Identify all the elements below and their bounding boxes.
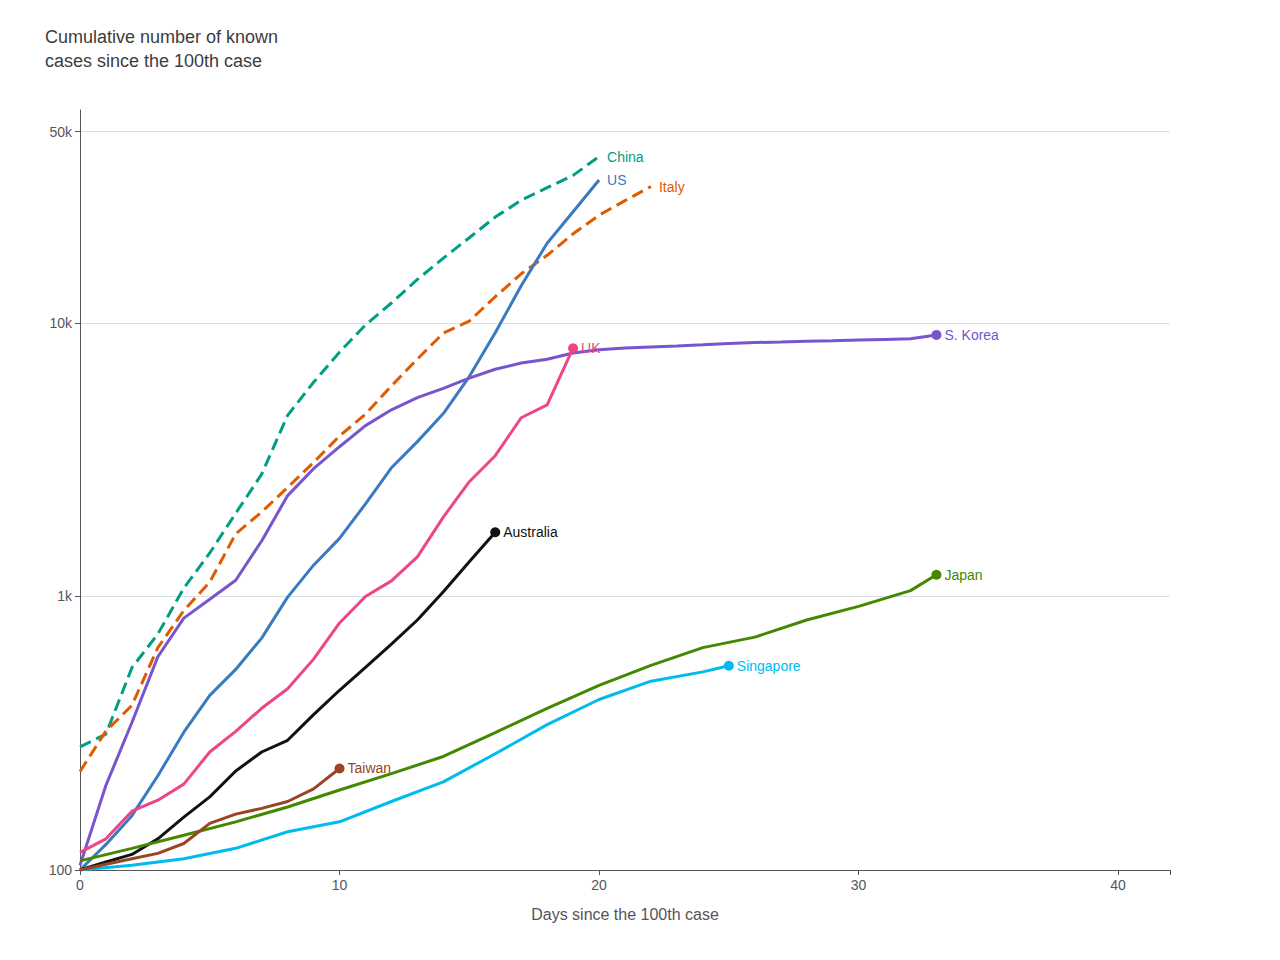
svg-text:0: 0 — [76, 877, 84, 893]
svg-text:10k: 10k — [49, 315, 73, 331]
svg-text:Cumulative number of known: Cumulative number of known — [45, 27, 278, 47]
svg-text:30: 30 — [851, 877, 867, 893]
svg-text:100: 100 — [49, 862, 73, 878]
svg-text:cases since the 100th case: cases since the 100th case — [45, 51, 262, 71]
svg-text:Italy: Italy — [659, 179, 685, 195]
svg-text:Singapore: Singapore — [737, 658, 801, 674]
svg-text:UK: UK — [581, 340, 601, 356]
svg-text:50k: 50k — [49, 124, 73, 140]
svg-text:China: China — [607, 149, 644, 165]
svg-text:US: US — [607, 172, 626, 188]
svg-text:Australia: Australia — [503, 524, 558, 540]
svg-text:1k: 1k — [57, 588, 73, 604]
svg-text:20: 20 — [591, 877, 607, 893]
svg-text:Japan: Japan — [944, 567, 982, 583]
svg-text:10: 10 — [332, 877, 348, 893]
svg-text:Taiwan: Taiwan — [348, 760, 392, 776]
svg-text:S. Korea: S. Korea — [944, 327, 999, 343]
svg-text:Days since the 100th case: Days since the 100th case — [531, 906, 719, 923]
svg-text:40: 40 — [1110, 877, 1126, 893]
